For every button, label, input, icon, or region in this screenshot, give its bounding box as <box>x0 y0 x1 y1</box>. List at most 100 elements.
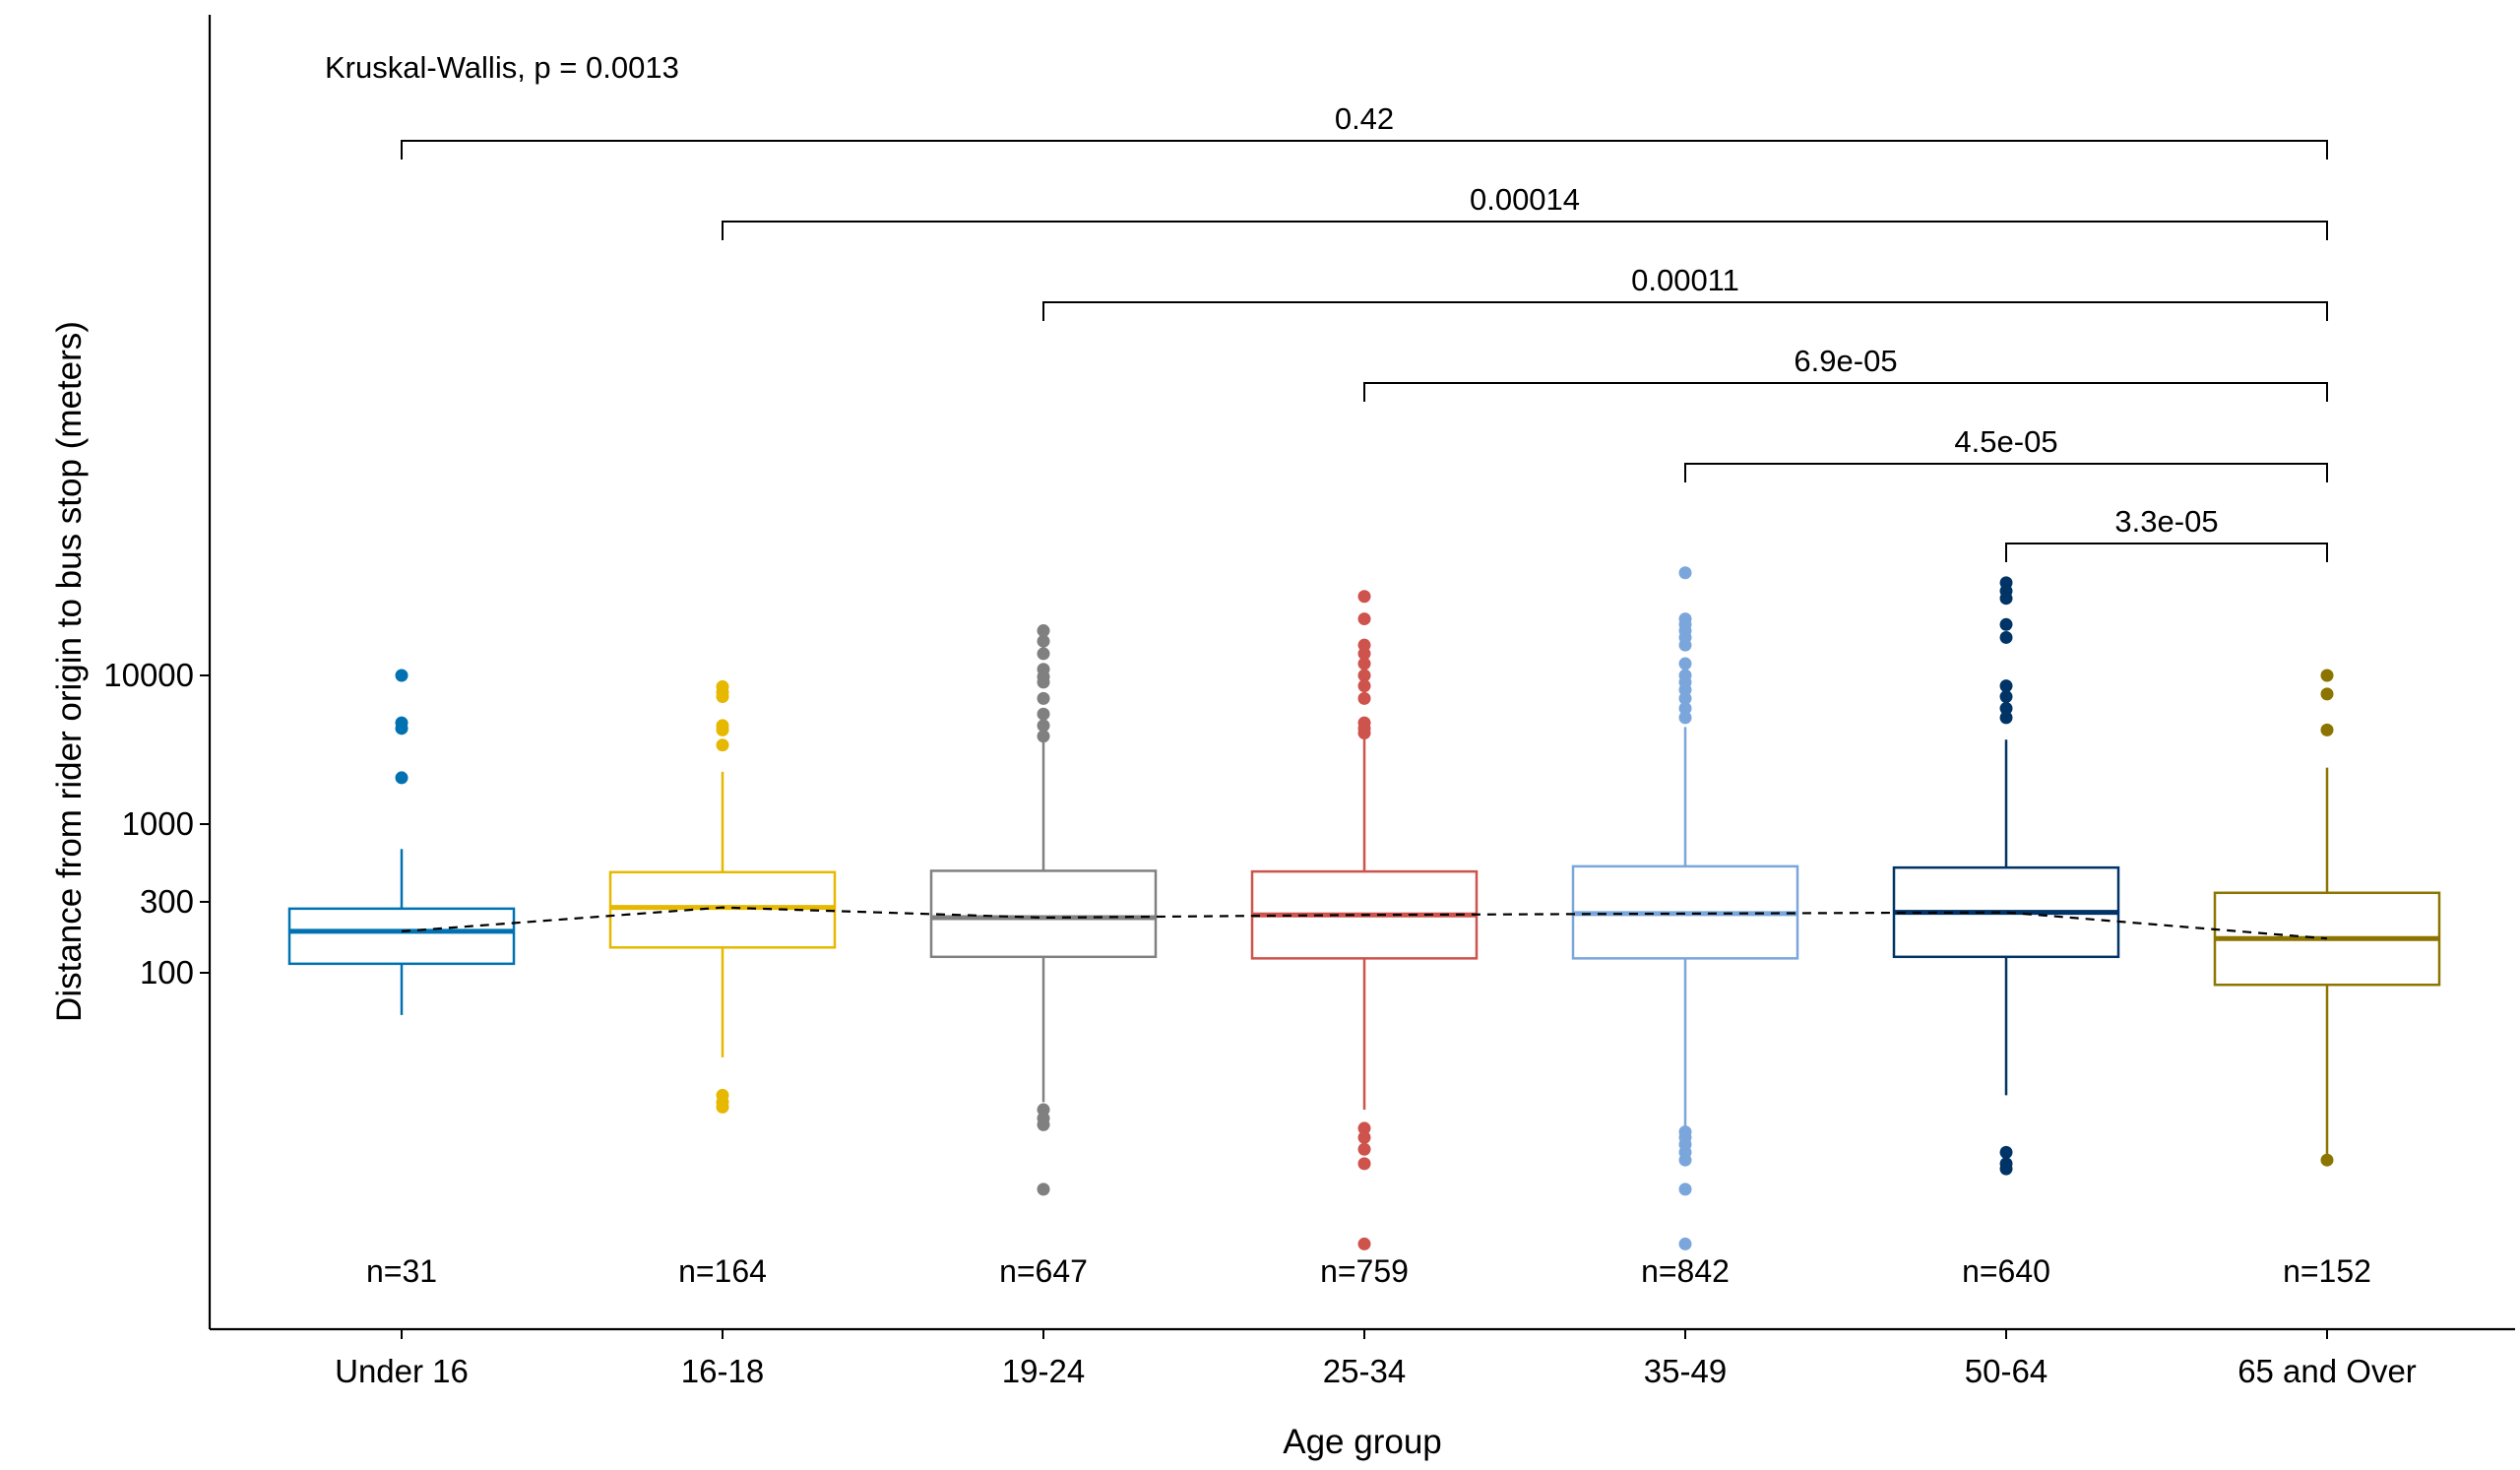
outlier-point <box>1357 1121 1371 1135</box>
outlier-point <box>1357 669 1371 682</box>
outlier-point <box>1999 617 2013 631</box>
p-value-label: 0.42 <box>1335 101 1394 136</box>
bracket-line <box>2005 543 2328 562</box>
box-50-64 <box>1892 739 2120 1096</box>
p-value-label: 4.5e-05 <box>1954 424 2057 459</box>
outlier-point <box>2320 669 2334 682</box>
x-axis-title: Age group <box>1283 1423 1442 1461</box>
outlier-point <box>1999 1145 2013 1159</box>
n-count-label: n=647 <box>999 1253 1088 1289</box>
box-25-34 <box>1250 735 1479 1111</box>
outlier-group <box>395 566 2334 1250</box>
n-label-group: n=31 n=164 n=647 n=759 n=842 n=640 n=152 <box>366 1253 2371 1289</box>
y-axis-title: Distance from rider origin to bus stop (… <box>50 321 89 1022</box>
n-count-label: n=164 <box>678 1253 767 1289</box>
box-16-18 <box>608 771 837 1057</box>
bracket-line <box>401 140 2328 160</box>
outlier-point <box>2320 687 2334 701</box>
outlier-point <box>1678 691 1692 705</box>
outlier-point <box>1999 630 2013 644</box>
box-19-24 <box>929 735 1158 1103</box>
outlier-point <box>1357 1237 1371 1250</box>
outlier-point <box>1357 691 1371 705</box>
outlier-point <box>2320 1153 2334 1167</box>
box-iqr <box>929 869 1158 959</box>
x-tick-label: 16-18 <box>681 1353 764 1389</box>
outlier-point <box>1357 1157 1371 1171</box>
outlier-point <box>1999 679 2013 693</box>
outlier-point <box>1037 1118 1050 1131</box>
x-tick-label: 19-24 <box>1002 1353 1085 1389</box>
outlier-point <box>395 771 409 785</box>
outlier-point <box>395 669 409 682</box>
outlier-point <box>1037 675 1050 689</box>
n-count-label: n=842 <box>1641 1253 1730 1289</box>
outlier-point <box>1999 592 2013 606</box>
n-count-label: n=152 <box>2283 1253 2371 1289</box>
outlier-point <box>716 723 729 736</box>
comparison-bracket: 0.00014 <box>722 182 2328 240</box>
outlier-point <box>1678 657 1692 671</box>
outlier-point <box>1037 730 1050 743</box>
median-trend-line <box>401 906 2328 940</box>
outlier-point <box>395 722 409 735</box>
bracket-line <box>1042 301 2328 321</box>
outlier-point <box>1357 1130 1371 1144</box>
p-value-label: 0.00014 <box>1470 182 1580 217</box>
outlier-point <box>716 690 729 704</box>
p-value-label: 0.00011 <box>1631 263 1739 297</box>
box-iqr <box>287 907 516 966</box>
x-tick-label: 65 and Over <box>2237 1353 2417 1389</box>
outlier-point <box>1678 1182 1692 1196</box>
outlier-point <box>1678 711 1692 725</box>
y-tick-label: 100 <box>140 954 194 991</box>
outlier-point <box>1999 711 2013 725</box>
y-tick-label: 1000 <box>122 805 194 842</box>
outlier-point <box>1357 657 1371 671</box>
outlier-point <box>1999 701 2013 715</box>
comparison-bracket: 6.9e-05 <box>1363 344 2328 402</box>
x-tick-label: 35-49 <box>1644 1353 1727 1389</box>
comparison-bracket: 3.3e-05 <box>2005 504 2328 562</box>
outlier-point <box>2320 723 2334 736</box>
box-65-and-over <box>2213 767 2441 1155</box>
p-value-label: 6.9e-05 <box>1794 344 1897 378</box>
bracket-line <box>1363 382 2328 402</box>
outlier-point <box>716 1100 729 1114</box>
outlier-point <box>1357 1142 1371 1156</box>
comparison-bracket: 4.5e-05 <box>1684 424 2328 482</box>
median-trend-polyline <box>401 906 2328 940</box>
box-35-49 <box>1571 727 1799 1128</box>
outlier-point <box>716 738 729 752</box>
outlier-point <box>1037 647 1050 661</box>
x-tick-label: 50-64 <box>1965 1353 2048 1389</box>
outlier-point <box>1037 719 1050 733</box>
outlier-point <box>1037 1182 1050 1196</box>
outlier-point <box>1999 690 2013 704</box>
p-value-label: 3.3e-05 <box>2114 504 2218 539</box>
outlier-point <box>1678 701 1692 715</box>
box-under-16 <box>287 849 516 1015</box>
outlier-point <box>1357 647 1371 661</box>
bracket-line <box>1684 463 2328 482</box>
outlier-point <box>1678 1153 1692 1167</box>
n-count-label: n=759 <box>1320 1253 1409 1289</box>
comparison-bracket: 0.00011 <box>1042 263 2328 321</box>
comparison-bracket: 0.42 <box>401 101 2328 160</box>
kruskal-wallis-annotation: Kruskal-Wallis, p = 0.0013 <box>325 50 679 85</box>
n-count-label: n=31 <box>366 1253 437 1289</box>
outlier-point <box>1678 638 1692 652</box>
n-count-label: n=640 <box>1962 1253 2050 1289</box>
outlier-point <box>1678 1237 1692 1250</box>
y-tick-label: 10000 <box>103 657 194 693</box>
comparison-brackets: 0.42 0.00014 0.00011 6.9e-05 4.5e-05 3.3e-05 <box>401 101 2328 562</box>
x-tick-label: Under 16 <box>335 1353 469 1389</box>
outlier-point <box>1037 624 1050 638</box>
outlier-point <box>1999 1162 2013 1176</box>
outlier-point <box>1357 590 1371 604</box>
outlier-point <box>1037 634 1050 648</box>
y-tick-label: 300 <box>140 883 194 920</box>
bracket-line <box>722 221 2328 240</box>
